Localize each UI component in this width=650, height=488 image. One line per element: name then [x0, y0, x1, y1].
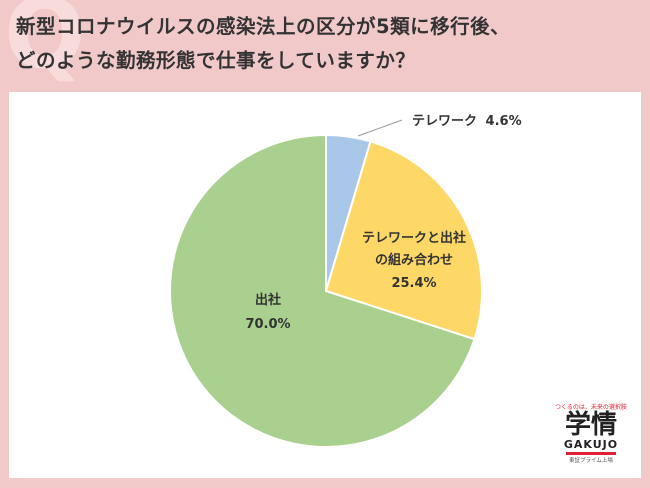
office-label-name: 出社 — [255, 292, 281, 308]
logo-tagline: つくるのは、未来の選択肢 — [555, 404, 627, 411]
logo-kanji: 学情 — [564, 410, 617, 440]
title-line-2: どのような勤務形態で仕事をしていますか？ — [16, 49, 416, 72]
question-mark-decoration: Q — [4, 0, 86, 90]
office-label-value: 70.0% — [245, 317, 290, 332]
telework-leader-line — [357, 119, 403, 137]
telework-label-value: 4.6% — [486, 114, 522, 129]
telework-label-name: テレワーク — [412, 114, 477, 129]
title-line-1: 新型コロナウイルスの感染法上の区分が5類に移行後、 — [16, 15, 511, 38]
pie-slice-office — [169, 133, 476, 448]
logo-red-bar — [566, 452, 616, 455]
gakujo-logo: つくるのは、未来の選択肢 学情 GAKUJO 東証プライム上場 — [553, 402, 629, 464]
telework-label: テレワーク 4.6% — [412, 114, 522, 129]
hybrid-label-value: 25.4% — [391, 276, 436, 291]
page-title: 新型コロナウイルスの感染法上の区分が5類に移行後、 どのような勤務形態で仕事をし… — [16, 10, 646, 78]
hybrid-label-line-2: の組み合わせ — [375, 252, 453, 268]
hybrid-label-line-1: テレワークと出社 — [362, 230, 466, 246]
logo-subline: 東証プライム上場 — [569, 458, 613, 464]
chart-panel: テレワーク 4.6% テレワークと出社 の組み合わせ 25.4% 出社 70.0… — [9, 92, 641, 478]
pie-chart: テレワーク 4.6% テレワークと出社 の組み合わせ 25.4% 出社 70.0… — [169, 114, 522, 448]
logo-english: GAKUJO — [563, 438, 619, 451]
pie-slice-hybrid — [324, 140, 483, 341]
